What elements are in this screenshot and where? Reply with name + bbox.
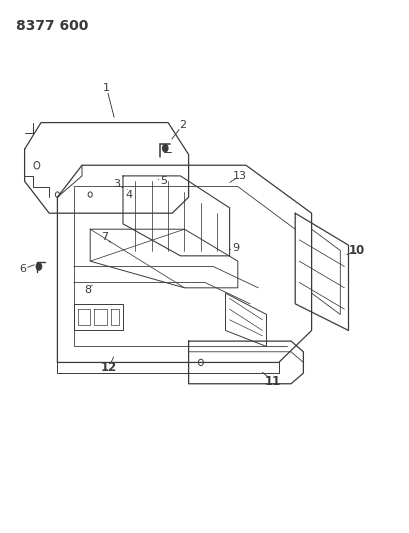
Text: 13: 13 [232, 171, 246, 181]
Text: 11: 11 [264, 375, 280, 387]
Circle shape [162, 144, 168, 152]
Text: 3: 3 [113, 179, 120, 189]
Text: 9: 9 [231, 243, 239, 253]
Text: 5: 5 [160, 176, 167, 186]
Text: 8: 8 [84, 286, 92, 295]
Text: 4: 4 [125, 190, 133, 199]
Text: 8377 600: 8377 600 [16, 19, 89, 33]
Text: 10: 10 [348, 244, 364, 257]
Text: 12: 12 [100, 361, 117, 374]
Text: 1: 1 [103, 83, 110, 93]
Text: 7: 7 [101, 232, 108, 242]
Circle shape [36, 263, 42, 270]
Text: 6: 6 [19, 264, 26, 274]
Text: 2: 2 [178, 120, 186, 130]
